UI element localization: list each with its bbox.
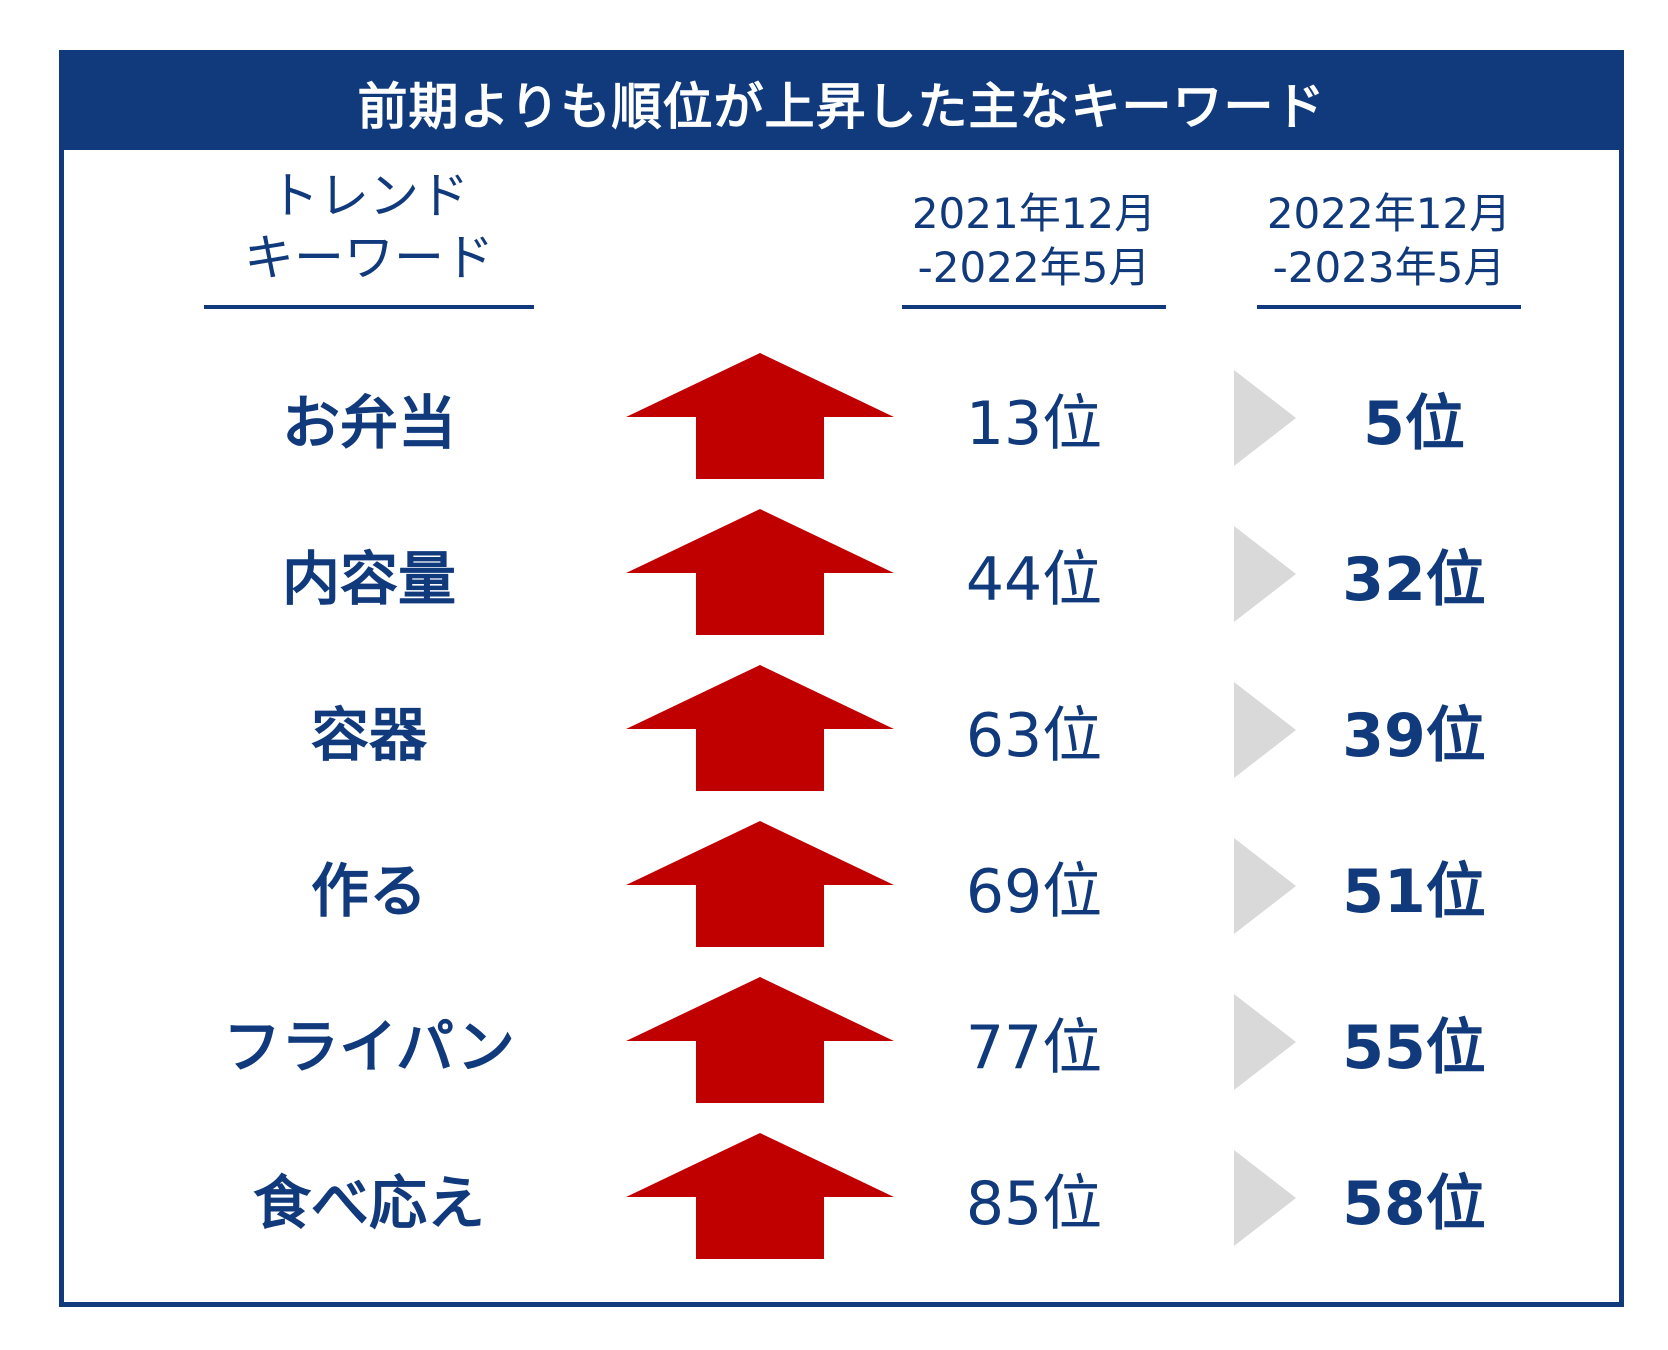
- rank-after: 39位: [1342, 700, 1486, 771]
- rank-after: 55位: [1342, 1012, 1486, 1083]
- keyword-label: 食べ応え: [252, 1169, 485, 1237]
- up-arrow-icon: [626, 977, 894, 1103]
- header-after-line2: -2023年5月: [1272, 243, 1506, 292]
- ranking-row: 容器 63位 39位: [64, 652, 1619, 808]
- right-triangle-icon: [1234, 1150, 1296, 1246]
- header-before-underline: [902, 305, 1166, 309]
- up-arrow-icon: [626, 509, 894, 635]
- ranking-row: お弁当 13位 5位: [64, 340, 1619, 496]
- up-arrow-icon: [626, 821, 894, 947]
- rank-before: 63位: [965, 700, 1103, 771]
- ranking-row: 内容量 44位 32位: [64, 496, 1619, 652]
- keyword-label: 作る: [310, 857, 427, 925]
- header-keyword: トレンド キーワード: [204, 165, 534, 289]
- rank-after: 51位: [1342, 856, 1486, 927]
- header-before-line1: 2021年12月: [911, 189, 1157, 238]
- ranking-row: フライパン 77位 55位: [64, 964, 1619, 1120]
- ranking-row: 作る 69位 51位: [64, 808, 1619, 964]
- header-keyword-line2: キーワード: [244, 229, 494, 287]
- header-before-line2: -2022年5月: [917, 243, 1151, 292]
- keyword-label: お弁当: [281, 389, 456, 457]
- up-arrow-icon: [626, 1133, 894, 1259]
- title-bar: 前期よりも順位が上昇した主なキーワード: [64, 55, 1619, 150]
- rank-before: 44位: [965, 544, 1103, 615]
- keyword-label: 容器: [310, 701, 427, 769]
- rank-before: 69位: [965, 856, 1103, 927]
- right-triangle-icon: [1234, 370, 1296, 466]
- header-keyword-line1: トレンド: [269, 167, 469, 225]
- rank-before: 77位: [965, 1012, 1103, 1083]
- ranking-row: 食べ応え 85位 58位: [64, 1120, 1619, 1276]
- rank-after: 58位: [1342, 1168, 1486, 1239]
- up-arrow-icon: [626, 353, 894, 479]
- right-triangle-icon: [1234, 526, 1296, 622]
- header-after-underline: [1257, 305, 1521, 309]
- header-period-before: 2021年12月 -2022年5月: [902, 187, 1166, 295]
- rank-after: 5位: [1363, 388, 1465, 459]
- header-period-after: 2022年12月 -2023年5月: [1257, 187, 1521, 295]
- ranking-panel: 前期よりも順位が上昇した主なキーワード トレンド キーワード 2021年12月 …: [59, 50, 1624, 1307]
- right-triangle-icon: [1234, 682, 1296, 778]
- right-triangle-icon: [1234, 838, 1296, 934]
- rank-after: 32位: [1342, 544, 1486, 615]
- keyword-label: フライパン: [223, 1013, 515, 1081]
- right-triangle-icon: [1234, 994, 1296, 1090]
- header-after-line1: 2022年12月: [1266, 189, 1512, 238]
- up-arrow-icon: [626, 665, 894, 791]
- rank-before: 85位: [965, 1168, 1103, 1239]
- keyword-label: 内容量: [281, 545, 456, 613]
- page-title: 前期よりも順位が上昇した主なキーワード: [357, 77, 1326, 136]
- header-keyword-underline: [204, 305, 534, 309]
- rank-before: 13位: [965, 388, 1103, 459]
